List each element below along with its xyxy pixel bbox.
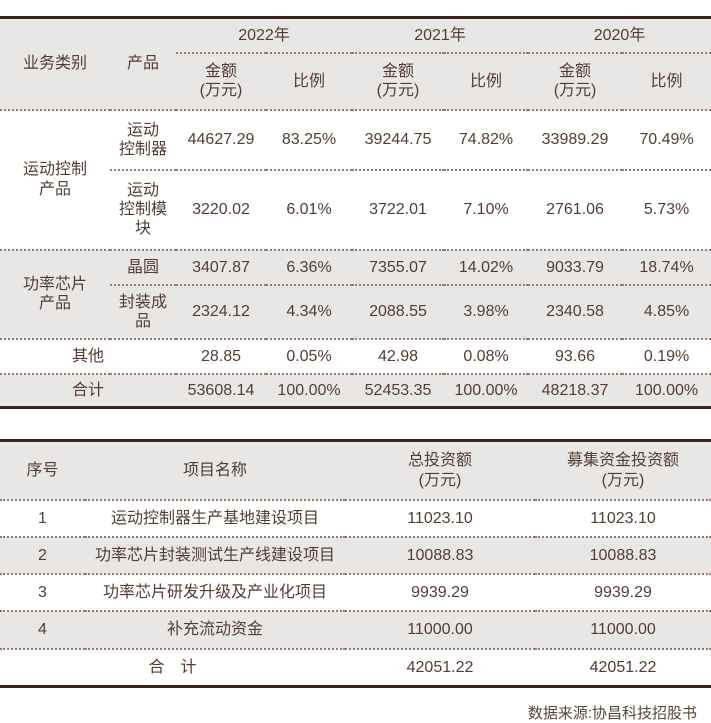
table-row-other: 其他 28.85 0.05% 42.98 0.08% 93.66 0.19%	[0, 338, 711, 375]
product-cell: 运动 控制器	[110, 108, 176, 170]
project-name-header: 项目名称	[182, 462, 247, 480]
ratio-cell: 83.25%	[266, 108, 353, 170]
table-row: 功率芯片 产品 晶圆 3407.87 6.36% 7355.07 14.02% …	[0, 248, 711, 340]
ratio-cell: 100.00%	[622, 373, 711, 408]
business-category-header: 业务类别	[22, 55, 87, 73]
investment-projects-table: 序号 项目名称 总投资额 (万元) 募集资金投资额 (万元) 1 运动控制器生产…	[0, 439, 711, 688]
ratio-cell: 0.19%	[622, 338, 711, 375]
ratio-cell: 100.00%	[266, 373, 353, 408]
amount-cell: 93.66	[528, 338, 623, 375]
amount-header-2022: 金额 (万元)	[199, 63, 243, 100]
ratio-cell: 7.10%	[444, 168, 529, 250]
amount-cell: 53608.14	[176, 373, 266, 408]
amount-cell: 7355.07	[352, 248, 445, 285]
table-row-total: 合计 53608.14 100.00% 52453.35 100.00% 482…	[0, 373, 711, 408]
table-row: 运动控制 产品 运动 控制器 44627.29 83.25% 39244.75 …	[0, 108, 711, 250]
raised-funds-cell: 42051.22	[535, 647, 711, 687]
table-row: 封装成品 2324.12 4.34% 2088.55 3.98% 2340.58…	[0, 283, 711, 340]
product-cell: 运动 控制模块	[110, 168, 176, 250]
amount-cell: 3722.01	[352, 168, 445, 250]
row-label-cell: 其他	[0, 338, 176, 375]
amount-cell: 42.98	[352, 338, 445, 375]
ratio-cell: 14.02%	[444, 248, 529, 285]
table-row-total: 合 计 42051.22 42051.22	[0, 647, 711, 687]
amount-cell: 2340.58	[528, 283, 623, 340]
amount-cell: 2088.55	[352, 283, 445, 340]
project-name-cell: 功率芯片研发升级及产业化项目	[85, 573, 345, 612]
amount-cell: 52453.35	[352, 373, 445, 408]
total-investment-cell: 9939.29	[345, 573, 535, 612]
amount-cell: 3220.02	[176, 168, 266, 250]
amount-cell: 3407.87	[176, 248, 266, 285]
ratio-cell: 4.34%	[266, 283, 353, 340]
product-cell: 晶圆	[110, 248, 176, 285]
year-header-2020: 2020年	[528, 17, 711, 55]
total-investment-cell: 11023.10	[345, 498, 535, 537]
ratio-cell: 0.05%	[266, 338, 353, 375]
table-row: 2 功率芯片封装测试生产线建设项目 10088.83 10088.83	[0, 535, 711, 575]
index-cell: 2	[0, 535, 85, 575]
projects-header-row: 序号 项目名称 总投资额 (万元) 募集资金投资额 (万元)	[0, 440, 711, 500]
year-header-row: 业务类别 产品 2022年 2021年 2020年	[0, 17, 711, 72]
year-header-2021: 2021年	[352, 17, 529, 55]
ratio-cell: 0.08%	[444, 338, 529, 375]
product-cell: 封装成品	[110, 283, 176, 340]
index-cell: 3	[0, 573, 85, 612]
ratio-cell: 6.01%	[266, 168, 353, 250]
amount-cell: 33989.29	[528, 108, 623, 170]
table-row: 4 补充流动资金 11000.00 11000.00	[0, 610, 711, 649]
ratio-cell: 18.74%	[622, 248, 711, 285]
amount-cell: 9033.79	[528, 248, 623, 285]
ratio-cell: 3.98%	[444, 283, 529, 340]
ratio-cell: 74.82%	[444, 108, 529, 170]
amount-cell: 2324.12	[176, 283, 266, 340]
raised-funds-cell: 11000.00	[535, 610, 711, 649]
amount-cell: 2761.06	[528, 168, 623, 250]
table-row: 1 运动控制器生产基地建设项目 11023.10 11023.10	[0, 498, 711, 537]
year-header-2022: 2022年	[176, 17, 353, 55]
ratio-header-2022: 比例	[293, 72, 326, 90]
revenue-by-product-table: 业务类别 产品 2022年 2021年 2020年 金额 (万元) 比例 金额 …	[0, 16, 711, 410]
ratio-cell: 5.73%	[622, 168, 711, 250]
category-cell: 功率芯片 产品	[0, 248, 110, 340]
ratio-cell: 70.49%	[622, 108, 711, 170]
raised-funds-header: 募集资金投资额 (万元)	[566, 452, 679, 489]
total-investment-cell: 42051.22	[345, 647, 535, 687]
amount-cell: 28.85	[176, 338, 266, 375]
table-row: 3 功率芯片研发升级及产业化项目 9939.29 9939.29	[0, 573, 711, 612]
ratio-header-2021: 比例	[470, 72, 503, 90]
ratio-cell: 6.36%	[266, 248, 353, 285]
ratio-header-2020: 比例	[650, 72, 683, 90]
table-row: 运动 控制模块 3220.02 6.01% 3722.01 7.10% 2761…	[0, 168, 711, 250]
index-cell: 4	[0, 610, 85, 649]
ratio-cell: 100.00%	[444, 373, 529, 408]
raised-funds-cell: 10088.83	[535, 535, 711, 575]
amount-cell: 44627.29	[176, 108, 266, 170]
amount-cell: 39244.75	[352, 108, 445, 170]
amount-header-2020: 金额 (万元)	[553, 63, 597, 100]
product-header: 产品	[126, 55, 159, 73]
amount-cell: 48218.37	[528, 373, 623, 408]
ratio-cell: 4.85%	[622, 283, 711, 340]
project-name-cell: 功率芯片封装测试生产线建设项目	[85, 535, 345, 575]
total-label-cell: 合计	[0, 373, 176, 408]
project-name-cell: 补充流动资金	[85, 610, 345, 649]
amount-header-2021: 金额 (万元)	[376, 63, 420, 100]
index-header: 序号	[26, 462, 59, 480]
raised-funds-cell: 9939.29	[535, 573, 711, 612]
category-cell: 运动控制 产品	[0, 108, 110, 250]
total-investment-cell: 11000.00	[345, 610, 535, 649]
table-gap	[0, 409, 711, 439]
project-name-cell: 运动控制器生产基地建设项目	[85, 498, 345, 537]
total-investment-cell: 10088.83	[345, 535, 535, 575]
data-source-note: 数据来源:协昌科技招股书	[527, 704, 697, 722]
raised-funds-cell: 11023.10	[535, 498, 711, 537]
index-cell: 1	[0, 498, 85, 537]
total-investment-header: 总投资额 (万元)	[407, 452, 472, 489]
total-label-cell: 合 计	[0, 647, 345, 687]
